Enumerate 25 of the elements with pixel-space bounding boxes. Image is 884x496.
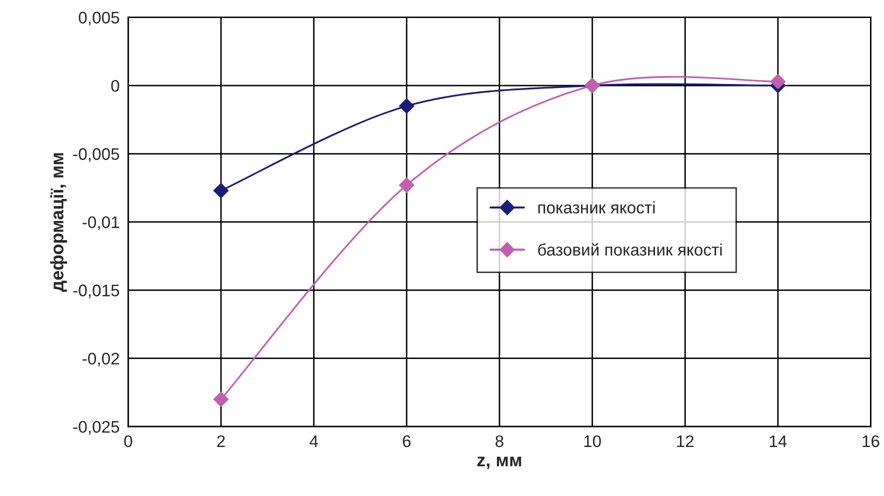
x-tick-label: 16 xyxy=(862,435,880,448)
y-axis-title: деформації, мм xyxy=(50,153,68,292)
point xyxy=(213,183,229,198)
y-tick-label: -0,005 xyxy=(73,148,120,162)
y-tick-label: 0,005 xyxy=(78,12,120,26)
x-tick-label: 8 xyxy=(496,435,504,448)
y-tick-label: -0,015 xyxy=(73,284,120,298)
x-tick-label: 2 xyxy=(217,435,225,447)
point xyxy=(399,178,414,193)
legend-label: показник якості xyxy=(538,201,655,214)
y-tick-label: -0,025 xyxy=(73,420,120,435)
y-tick-label: 0 xyxy=(111,80,120,92)
x-axis-title: z, мм xyxy=(477,456,522,470)
x-tick-label: 14 xyxy=(770,436,787,447)
point xyxy=(770,74,786,90)
x-tick-label: 4 xyxy=(310,436,318,447)
x-tick-label: 12 xyxy=(677,435,694,447)
x-tick-label: 6 xyxy=(402,435,411,448)
x-tick-label: 10 xyxy=(584,435,601,448)
point xyxy=(399,98,414,114)
point xyxy=(213,392,229,407)
x-tick-label: 0 xyxy=(124,435,132,448)
y-tick-label: -0,01 xyxy=(82,216,120,230)
legend-label: базовий показник якості xyxy=(538,243,722,256)
y-tick-label: -0,02 xyxy=(82,352,120,367)
